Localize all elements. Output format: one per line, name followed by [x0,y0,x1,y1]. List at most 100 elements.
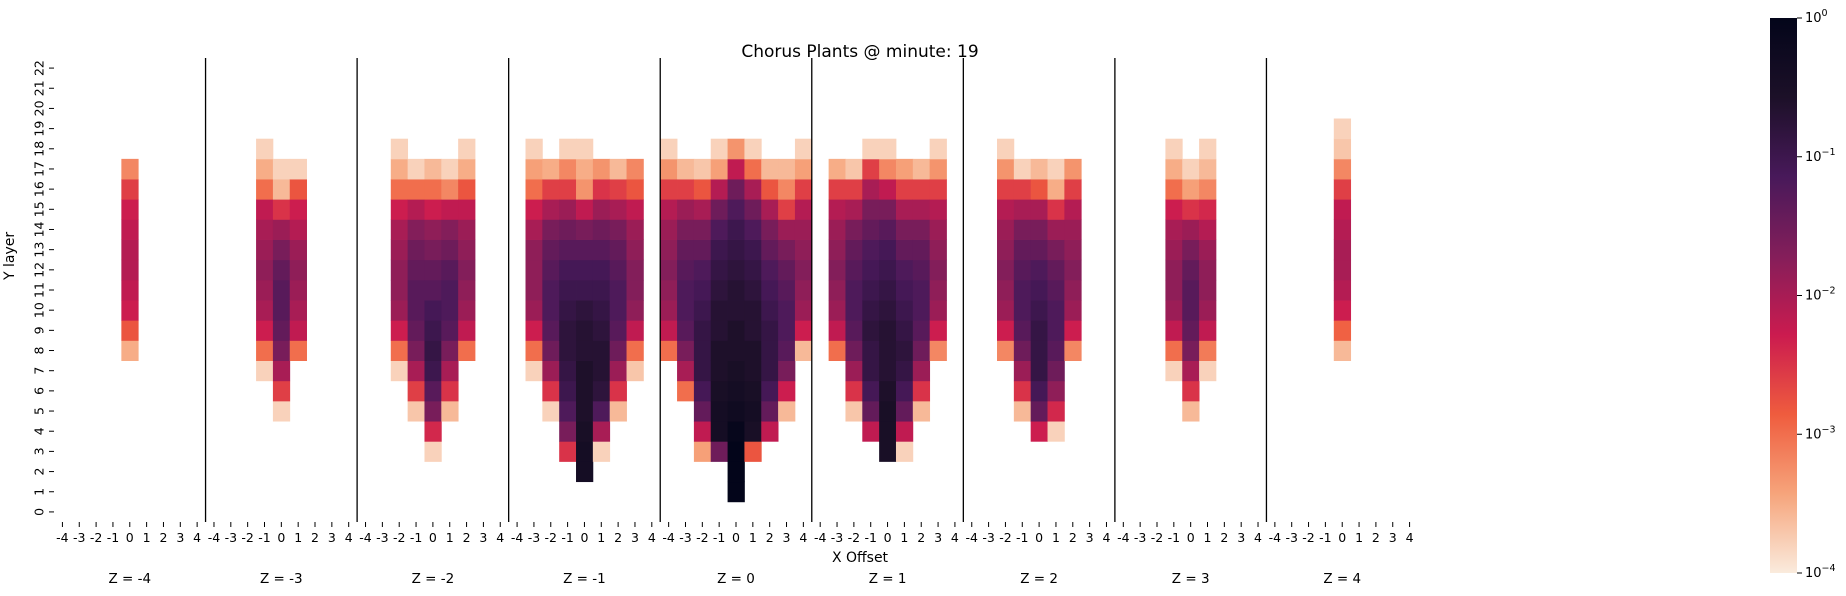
heatmap-cell [845,279,863,301]
heatmap-cell [727,259,745,281]
heatmap-cell [677,380,695,402]
heatmap-cell [828,158,846,180]
x-tick-label: -2 [848,530,860,545]
heatmap-cell [592,199,611,220]
colorbar-tick-label: 10−1 [1805,147,1836,165]
heatmap-cell [609,300,627,321]
heatmap-cell [879,138,897,160]
heatmap-cell [828,239,846,261]
heatmap-cell [441,360,459,382]
heatmap-cell [778,400,796,422]
x-tick-label: -3 [376,530,388,545]
heatmap-cell [609,158,627,180]
x-tick-label: 0 [580,530,588,545]
heatmap-cell [1064,259,1082,281]
heatmap-cell [761,259,779,281]
heatmap-cell [121,219,139,240]
heatmap-cell [424,199,442,220]
x-tick-label: -3 [679,530,691,545]
heatmap-cell [744,320,762,341]
x-tick-label: 1 [294,530,302,545]
heatmap-cell [441,158,459,180]
heatmap-cell [862,179,880,200]
heatmap-cell [794,219,813,240]
heatmap-cell [1182,158,1200,180]
x-tick-label: -4 [56,530,69,545]
heatmap-cell [626,179,644,200]
heatmap-cell [1030,400,1048,422]
heatmap-cell [879,239,897,261]
heatmap-cell [862,380,880,402]
heatmap-cell [778,239,796,261]
heatmap-cell [542,340,560,361]
heatmap-cell [879,441,897,462]
heatmap-cell [1199,259,1217,281]
heatmap-cell [693,199,712,220]
heatmap-cell [525,300,543,321]
heatmap-cell [441,340,459,361]
heatmap-cell [744,360,762,382]
x-tick-label: -1 [258,530,270,545]
heatmap-cell [458,179,476,200]
heatmap-cell [1165,259,1183,281]
heatmap-cell [845,300,863,321]
heatmap-cell [576,158,594,180]
heatmap-cell [778,179,796,200]
heatmap-cell [794,340,813,361]
heatmap-cell [609,340,627,361]
heatmap-cell [609,320,627,341]
heatmap-cell [1182,239,1200,261]
heatmap-cell [609,179,627,200]
heatmap-cell [1199,360,1217,382]
heatmap-cell [895,239,914,261]
heatmap-cell [761,360,779,382]
heatmap-cell [626,199,644,220]
heatmap-cell [1013,320,1032,341]
heatmap-cell [778,300,796,321]
heatmap-cell [1064,158,1082,180]
heatmap-cell [794,158,813,180]
heatmap-cell [845,199,863,220]
heatmap-cell [626,239,644,261]
heatmap-cell [929,279,947,301]
heatmap-cell [778,380,796,402]
x-tick-label: 2 [766,530,774,545]
heatmap-cell [559,400,577,422]
heatmap-cell [458,259,476,281]
heatmap-cell [1199,219,1217,240]
heatmap-cell [794,199,813,220]
heatmap-cell [912,199,931,220]
panel-label: Z = -2 [412,571,455,587]
x-tick-label: 0 [126,530,134,545]
y-tick-label: 21 [32,80,47,96]
chart-title: Chorus Plants @ minute: 19 [741,42,979,62]
heatmap-cell [744,340,762,361]
heatmap-cell [576,300,594,321]
heatmap-cell [879,320,897,341]
heatmap-cell [1013,380,1032,402]
heatmap-cell [1030,239,1048,261]
heatmap-cell [424,400,442,422]
heatmap-cell [1165,279,1183,301]
heatmap-cell [592,179,611,200]
heatmap-cell [862,340,880,361]
x-tick-label: 0 [277,530,285,545]
heatmap-cell [778,340,796,361]
heatmap-cell [272,239,291,261]
y-tick-label: 16 [32,181,47,197]
heatmap-cell [862,400,880,422]
x-tick-label: 4 [193,530,201,545]
heatmap-cell [710,279,728,301]
heatmap-cell [390,300,409,321]
heatmap-cell [710,259,728,281]
heatmap-cell [710,400,728,422]
heatmap-cell [121,300,139,321]
heatmap-cell [576,421,594,442]
heatmap-cell [912,400,931,422]
heatmap-cell [727,380,745,402]
heatmap-cell [1013,400,1032,422]
heatmap-cell [828,199,846,220]
heatmap-cell [828,219,846,240]
heatmap-cell [895,279,914,301]
heatmap-cell [289,199,307,220]
